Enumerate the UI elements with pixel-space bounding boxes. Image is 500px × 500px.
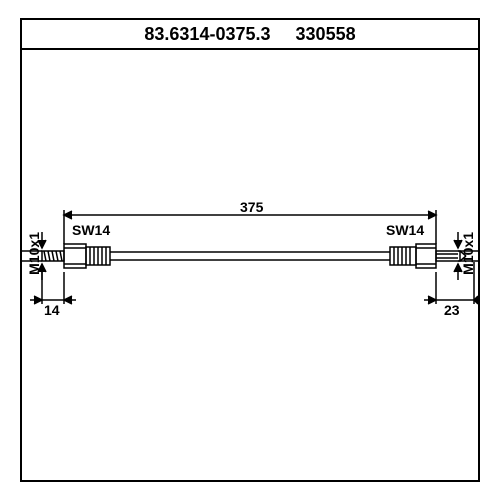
- diagram-canvas: 83.6314-0375.3 330558 M10x1 M10x1 SW14 S…: [0, 0, 500, 500]
- arrow-icon: [34, 296, 42, 304]
- arrow-icon: [64, 211, 72, 219]
- arrow-icon: [428, 296, 436, 304]
- arrow-icon: [454, 240, 462, 248]
- arrow-icon: [428, 211, 436, 219]
- arrow-icon: [454, 264, 462, 272]
- arrow-icon: [64, 296, 72, 304]
- right-pin: [436, 251, 460, 261]
- arrow-icon: [38, 240, 46, 248]
- drawing-svg: [0, 0, 500, 500]
